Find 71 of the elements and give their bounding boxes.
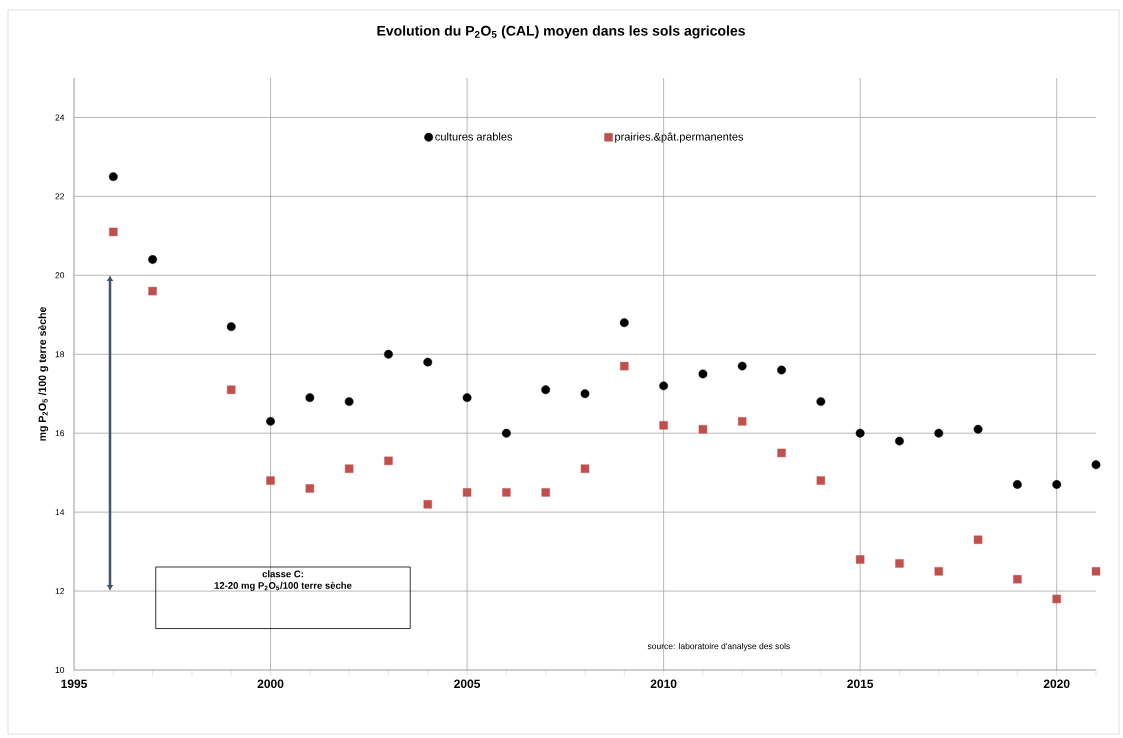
point xyxy=(659,381,669,391)
point xyxy=(109,227,118,237)
point xyxy=(698,425,708,434)
point xyxy=(1052,594,1061,604)
point xyxy=(501,428,511,438)
x-tick-label: 2015 xyxy=(847,679,874,689)
annotation: source: laboratoire d'analyse des sols xyxy=(647,642,790,651)
point xyxy=(423,357,433,367)
point xyxy=(148,286,157,296)
point xyxy=(266,416,275,426)
x-tick-label: 2005 xyxy=(454,679,481,689)
point xyxy=(816,476,826,485)
point xyxy=(777,448,786,458)
y-tick-label: 14 xyxy=(55,509,65,516)
point xyxy=(423,500,432,509)
y-tick-label: 10 xyxy=(55,667,65,673)
point xyxy=(502,488,511,497)
point xyxy=(227,385,236,394)
x-tick-label: 2020 xyxy=(1043,679,1070,689)
point xyxy=(1091,567,1101,576)
y-tick-label: 12 xyxy=(55,588,65,595)
point xyxy=(305,484,315,493)
point xyxy=(895,559,904,568)
point xyxy=(580,389,590,399)
y-tick-label: 20 xyxy=(55,272,65,279)
point xyxy=(973,535,983,544)
point xyxy=(1012,480,1022,489)
point xyxy=(895,436,904,446)
point xyxy=(305,393,315,403)
point xyxy=(855,555,865,564)
x-tick-label: 2010 xyxy=(650,679,677,689)
point xyxy=(226,322,236,332)
annotation: classe C: xyxy=(262,570,303,578)
y-axis-title: mg P$_{2}$O$_{5}$ /100 g terre sèche xyxy=(38,307,49,441)
point xyxy=(1013,575,1022,584)
point xyxy=(344,397,354,407)
point xyxy=(855,428,865,438)
point xyxy=(973,424,983,434)
point xyxy=(462,393,472,403)
point xyxy=(541,488,550,497)
x-tick-label: 1995 xyxy=(61,679,88,689)
point xyxy=(738,417,747,426)
point xyxy=(934,428,944,438)
point xyxy=(777,365,786,375)
point xyxy=(148,255,158,264)
point xyxy=(659,421,668,430)
point xyxy=(620,361,629,371)
point xyxy=(344,464,354,473)
y-tick-label: 16 xyxy=(55,430,65,437)
x-tick-label: 2000 xyxy=(257,679,284,689)
annotation: 12-20 mg P$_{2}$O$_{5}$/100 terre sèche xyxy=(214,581,352,591)
point xyxy=(737,361,747,371)
point xyxy=(1091,460,1101,470)
point xyxy=(462,488,472,497)
point xyxy=(384,349,393,359)
point xyxy=(1052,480,1062,489)
point xyxy=(266,476,275,485)
y-tick-label: 22 xyxy=(55,193,65,200)
point xyxy=(384,456,393,466)
point xyxy=(108,172,118,182)
chart-title: Evolution du P$_{2}$O$_{5}$ (CAL) moyen dans les sols agricoles xyxy=(377,25,745,39)
point xyxy=(541,385,551,395)
y-tick-label: 18 xyxy=(55,351,65,358)
point xyxy=(816,397,826,407)
y-tick-label: 24 xyxy=(55,114,65,121)
point xyxy=(934,567,943,576)
point xyxy=(619,318,629,328)
legend-label: prairies.&pât.permanentes xyxy=(615,132,744,143)
legend-label: cultures arables xyxy=(435,132,513,141)
point xyxy=(698,369,708,379)
point xyxy=(580,464,590,473)
